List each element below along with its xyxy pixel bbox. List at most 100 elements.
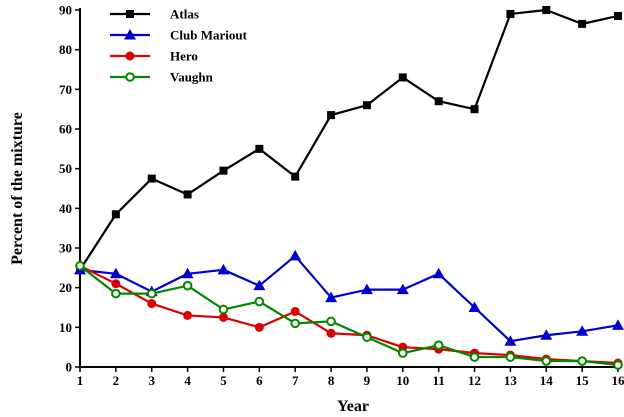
y-tick-label: 40 <box>59 201 72 216</box>
data-point <box>470 105 479 114</box>
data-point <box>398 73 407 82</box>
x-tick-label: 14 <box>540 373 554 388</box>
data-point <box>183 190 192 199</box>
series-line <box>79 254 619 343</box>
data-point <box>613 360 623 370</box>
data-point <box>146 288 157 299</box>
data-point <box>290 318 301 329</box>
legend-item-atlas: Atlas <box>110 7 199 22</box>
x-tick-label: 4 <box>184 373 191 388</box>
x-tick-label: 13 <box>504 373 518 388</box>
data-point <box>111 279 121 289</box>
x-tick-label: 3 <box>148 373 155 388</box>
data-point <box>182 280 193 291</box>
data-point <box>612 319 624 330</box>
data-point <box>109 267 122 279</box>
data-point <box>325 291 338 303</box>
legend-item-club-mariout: Club Mariout <box>110 28 248 43</box>
data-point <box>183 310 193 320</box>
x-tick-label: 15 <box>576 373 590 388</box>
series-atlas <box>76 6 622 274</box>
series-hero <box>75 261 623 368</box>
data-point <box>326 316 336 327</box>
y-tick-label: 60 <box>59 122 72 137</box>
x-tick-label: 12 <box>468 373 481 388</box>
x-axis-title: Year <box>337 398 369 415</box>
data-point <box>254 322 264 332</box>
data-point <box>181 267 194 279</box>
data-point <box>504 335 517 346</box>
data-point <box>327 111 336 120</box>
data-point <box>542 6 551 14</box>
legend-label: Vaughn <box>170 70 214 85</box>
data-point <box>576 325 589 336</box>
legend-item-vaughn: Vaughn <box>110 70 214 85</box>
legend-label: Club Mariout <box>170 28 248 43</box>
data-point <box>218 312 228 322</box>
data-point <box>506 9 515 18</box>
data-point <box>111 288 121 299</box>
series-line <box>79 8 619 271</box>
x-tick-label: 10 <box>396 373 409 388</box>
x-tick-label: 1 <box>77 373 84 388</box>
y-tick-label: 90 <box>59 3 72 18</box>
data-point <box>577 356 587 366</box>
legend-marker <box>125 51 135 61</box>
data-point <box>432 267 445 279</box>
data-point <box>505 352 516 362</box>
data-point <box>254 296 265 307</box>
y-tick-label: 50 <box>59 161 72 176</box>
series-line <box>79 264 619 365</box>
data-point <box>147 299 157 309</box>
y-tick-label: 0 <box>66 360 73 375</box>
series-layer <box>74 6 624 370</box>
y-tick-label: 30 <box>59 241 72 256</box>
data-point <box>217 263 230 275</box>
x-tick-label: 16 <box>612 373 624 388</box>
data-point <box>218 304 229 315</box>
data-point <box>398 348 408 358</box>
y-tick-label: 80 <box>59 42 72 57</box>
x-tick-label: 2 <box>113 373 120 388</box>
series-vaughn <box>75 261 623 370</box>
series-line <box>79 264 619 367</box>
data-point <box>360 283 373 295</box>
data-point <box>362 101 371 110</box>
data-point <box>75 261 85 271</box>
data-point <box>219 166 228 175</box>
data-point <box>469 352 480 362</box>
data-point <box>291 172 300 181</box>
legend-marker <box>126 10 134 18</box>
legend: Atlas Club Mariout Hero Vaughn <box>110 7 248 85</box>
data-point <box>541 356 552 366</box>
series-club-mariout <box>74 249 624 346</box>
data-point <box>111 210 120 219</box>
legend-item-hero: Hero <box>110 49 198 64</box>
x-tick-label: 8 <box>328 373 335 388</box>
y-tick-label: 20 <box>59 280 72 295</box>
data-point <box>326 328 336 338</box>
legend-label: Hero <box>170 49 198 64</box>
x-tick-label: 7 <box>292 373 299 388</box>
data-point <box>433 340 444 350</box>
x-tick-label: 11 <box>433 373 445 388</box>
data-point <box>362 332 372 343</box>
data-point <box>290 306 300 316</box>
y-tick-label: 10 <box>59 320 72 335</box>
data-point <box>578 19 587 28</box>
data-point <box>468 301 481 312</box>
legend-marker <box>125 72 135 82</box>
x-tick-label: 5 <box>220 373 227 388</box>
data-point <box>255 144 264 153</box>
data-point <box>540 329 553 340</box>
legend-label: Atlas <box>170 7 199 22</box>
y-tick-label: 70 <box>59 82 72 97</box>
x-tick-label: 9 <box>364 373 371 388</box>
legend-marker <box>124 29 136 40</box>
data-point <box>614 11 622 20</box>
y-axis-title: Percent of the mixture <box>9 112 26 265</box>
data-point <box>434 97 443 106</box>
data-point <box>396 283 409 295</box>
